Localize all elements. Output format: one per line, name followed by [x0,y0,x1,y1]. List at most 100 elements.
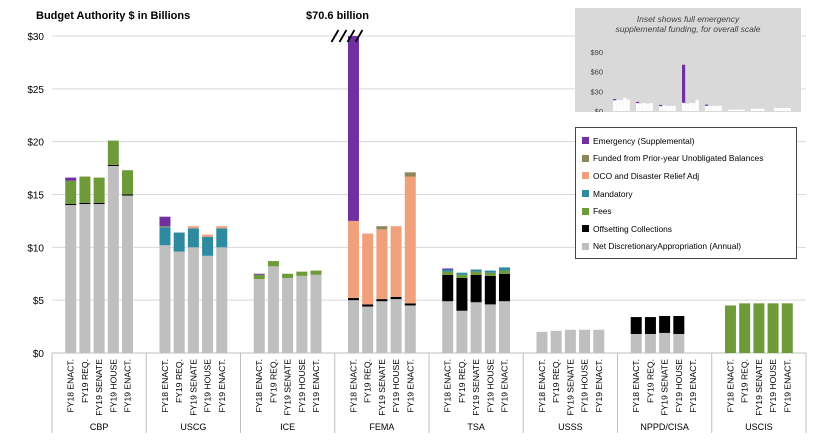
axis-break-mark [354,29,364,43]
inset-bar [642,103,646,111]
inset-y-tick-label: $30 [590,87,603,96]
inset-bar [665,106,669,111]
bar-segment [347,36,359,221]
y-axis-title: Budget Authority $ in Billions [36,10,191,22]
bar-segment [630,317,642,334]
x-tick-label: FY19 REQ. [457,359,467,403]
bar-segment [659,332,671,353]
x-tick-label: FY19 HOUSE [108,359,118,413]
inset-chart: $0 $30 $60 $90 [590,48,791,112]
legend-item: Emergency (Supplemental) [582,132,790,150]
bar-segment [107,165,119,353]
legend-label: Offsetting Collections [593,223,672,234]
bar-segment [470,271,482,275]
bar-segment [644,333,656,353]
inset-bar [649,103,653,111]
bar-segment [767,303,779,353]
x-tick-label: FY19 HOUSE [203,359,213,413]
x-tick-label: FY19 SENATE [471,359,481,416]
x-tick-label: FY19 ENACT. [594,359,604,413]
bar-segment [159,245,171,353]
bar-segment [253,273,265,275]
bar-segment [442,271,454,275]
bar-segment [753,303,765,353]
bar-segment [347,298,359,301]
inset-bar [692,103,696,111]
bar-segment [499,273,511,302]
bar-segment [404,176,416,304]
legend-swatch [582,207,589,215]
legend-swatch [582,225,589,233]
inset-bar [662,105,666,111]
bar-segment [550,330,562,353]
bar-segment [484,275,496,305]
bar-segment [673,316,685,334]
x-tick-label: FY19 HOUSE [768,359,778,413]
bar-segment [484,272,496,276]
inset-bar [711,105,715,111]
inset-bar [741,109,745,111]
x-tick-label: FY18 ENACT. [725,359,735,413]
x-tick-label: FY19 SENATE [660,359,670,416]
bar-segment [267,261,279,267]
x-tick-label: FY19 SENATE [377,359,387,416]
legend-label: Fees [593,206,612,217]
bar-segment [404,303,416,306]
bar-segment [739,303,751,353]
bar-segment [644,317,656,334]
x-tick-label: FY18 ENACT. [160,359,170,413]
bar-segment [470,274,482,303]
bar-segment [376,229,388,300]
inset-bar [659,106,663,111]
bar-segment [282,277,294,353]
group-label: FEMA [369,422,394,432]
bar-segment [376,299,388,302]
inset-bar [734,109,738,111]
x-tick-label: FY19 REQ. [174,359,184,403]
legend-item: Mandatory [582,185,790,203]
bar-segment [267,266,279,353]
x-tick-label: FY19 ENACT. [688,359,698,413]
bar-segment [93,204,105,353]
bar-segment [484,270,496,273]
inset-emergency-bar [613,99,617,101]
bar-segment [659,316,671,333]
bar-segment [107,140,119,165]
fema-emergency-callout: $70.6 billion [306,10,369,22]
legend-label: Mandatory [593,188,633,199]
bar-segment [310,274,322,353]
axis-break-mark [330,29,340,43]
inset-emergency-bar [659,104,663,107]
bar-segment [122,170,134,195]
group-label: TSA [467,422,485,432]
y-tick-label: $15 [27,191,44,202]
x-tick-label: FY19 ENACT. [405,359,415,413]
bar-segment [216,247,228,353]
x-tick-label: FY19 SENATE [754,359,764,416]
x-tick-label: FY19 ENACT. [123,359,133,413]
inset-bar [619,100,623,111]
bar-segment [362,233,374,305]
inset-bar [613,100,617,111]
bar-segment [470,269,482,272]
x-tick-label: FY19 REQ. [80,359,90,403]
legend-item: Funded from Prior-year Unobligated Balan… [582,150,790,168]
bar-segment [173,232,185,252]
x-tick-label: FY19 SENATE [283,359,293,416]
bar-segment [499,267,511,271]
bar-segment [253,274,265,280]
inset-bar [639,103,643,111]
x-tick-label: FY18 ENACT. [443,359,453,413]
bar-segment [122,194,134,196]
bar-segment [404,305,416,353]
bar-segment [442,301,454,353]
bar-segment [630,333,642,353]
inset-bar [636,103,640,111]
axis-break-mark [346,29,356,43]
x-tick-label: FY19 SENATE [565,359,575,416]
inset-title-line-2: supplemental funding, for overall scale [615,24,761,34]
bar-segment [187,228,199,248]
x-tick-label: FY18 ENACT. [348,359,358,413]
bar-segment [187,226,199,229]
bar-segment [216,228,228,248]
